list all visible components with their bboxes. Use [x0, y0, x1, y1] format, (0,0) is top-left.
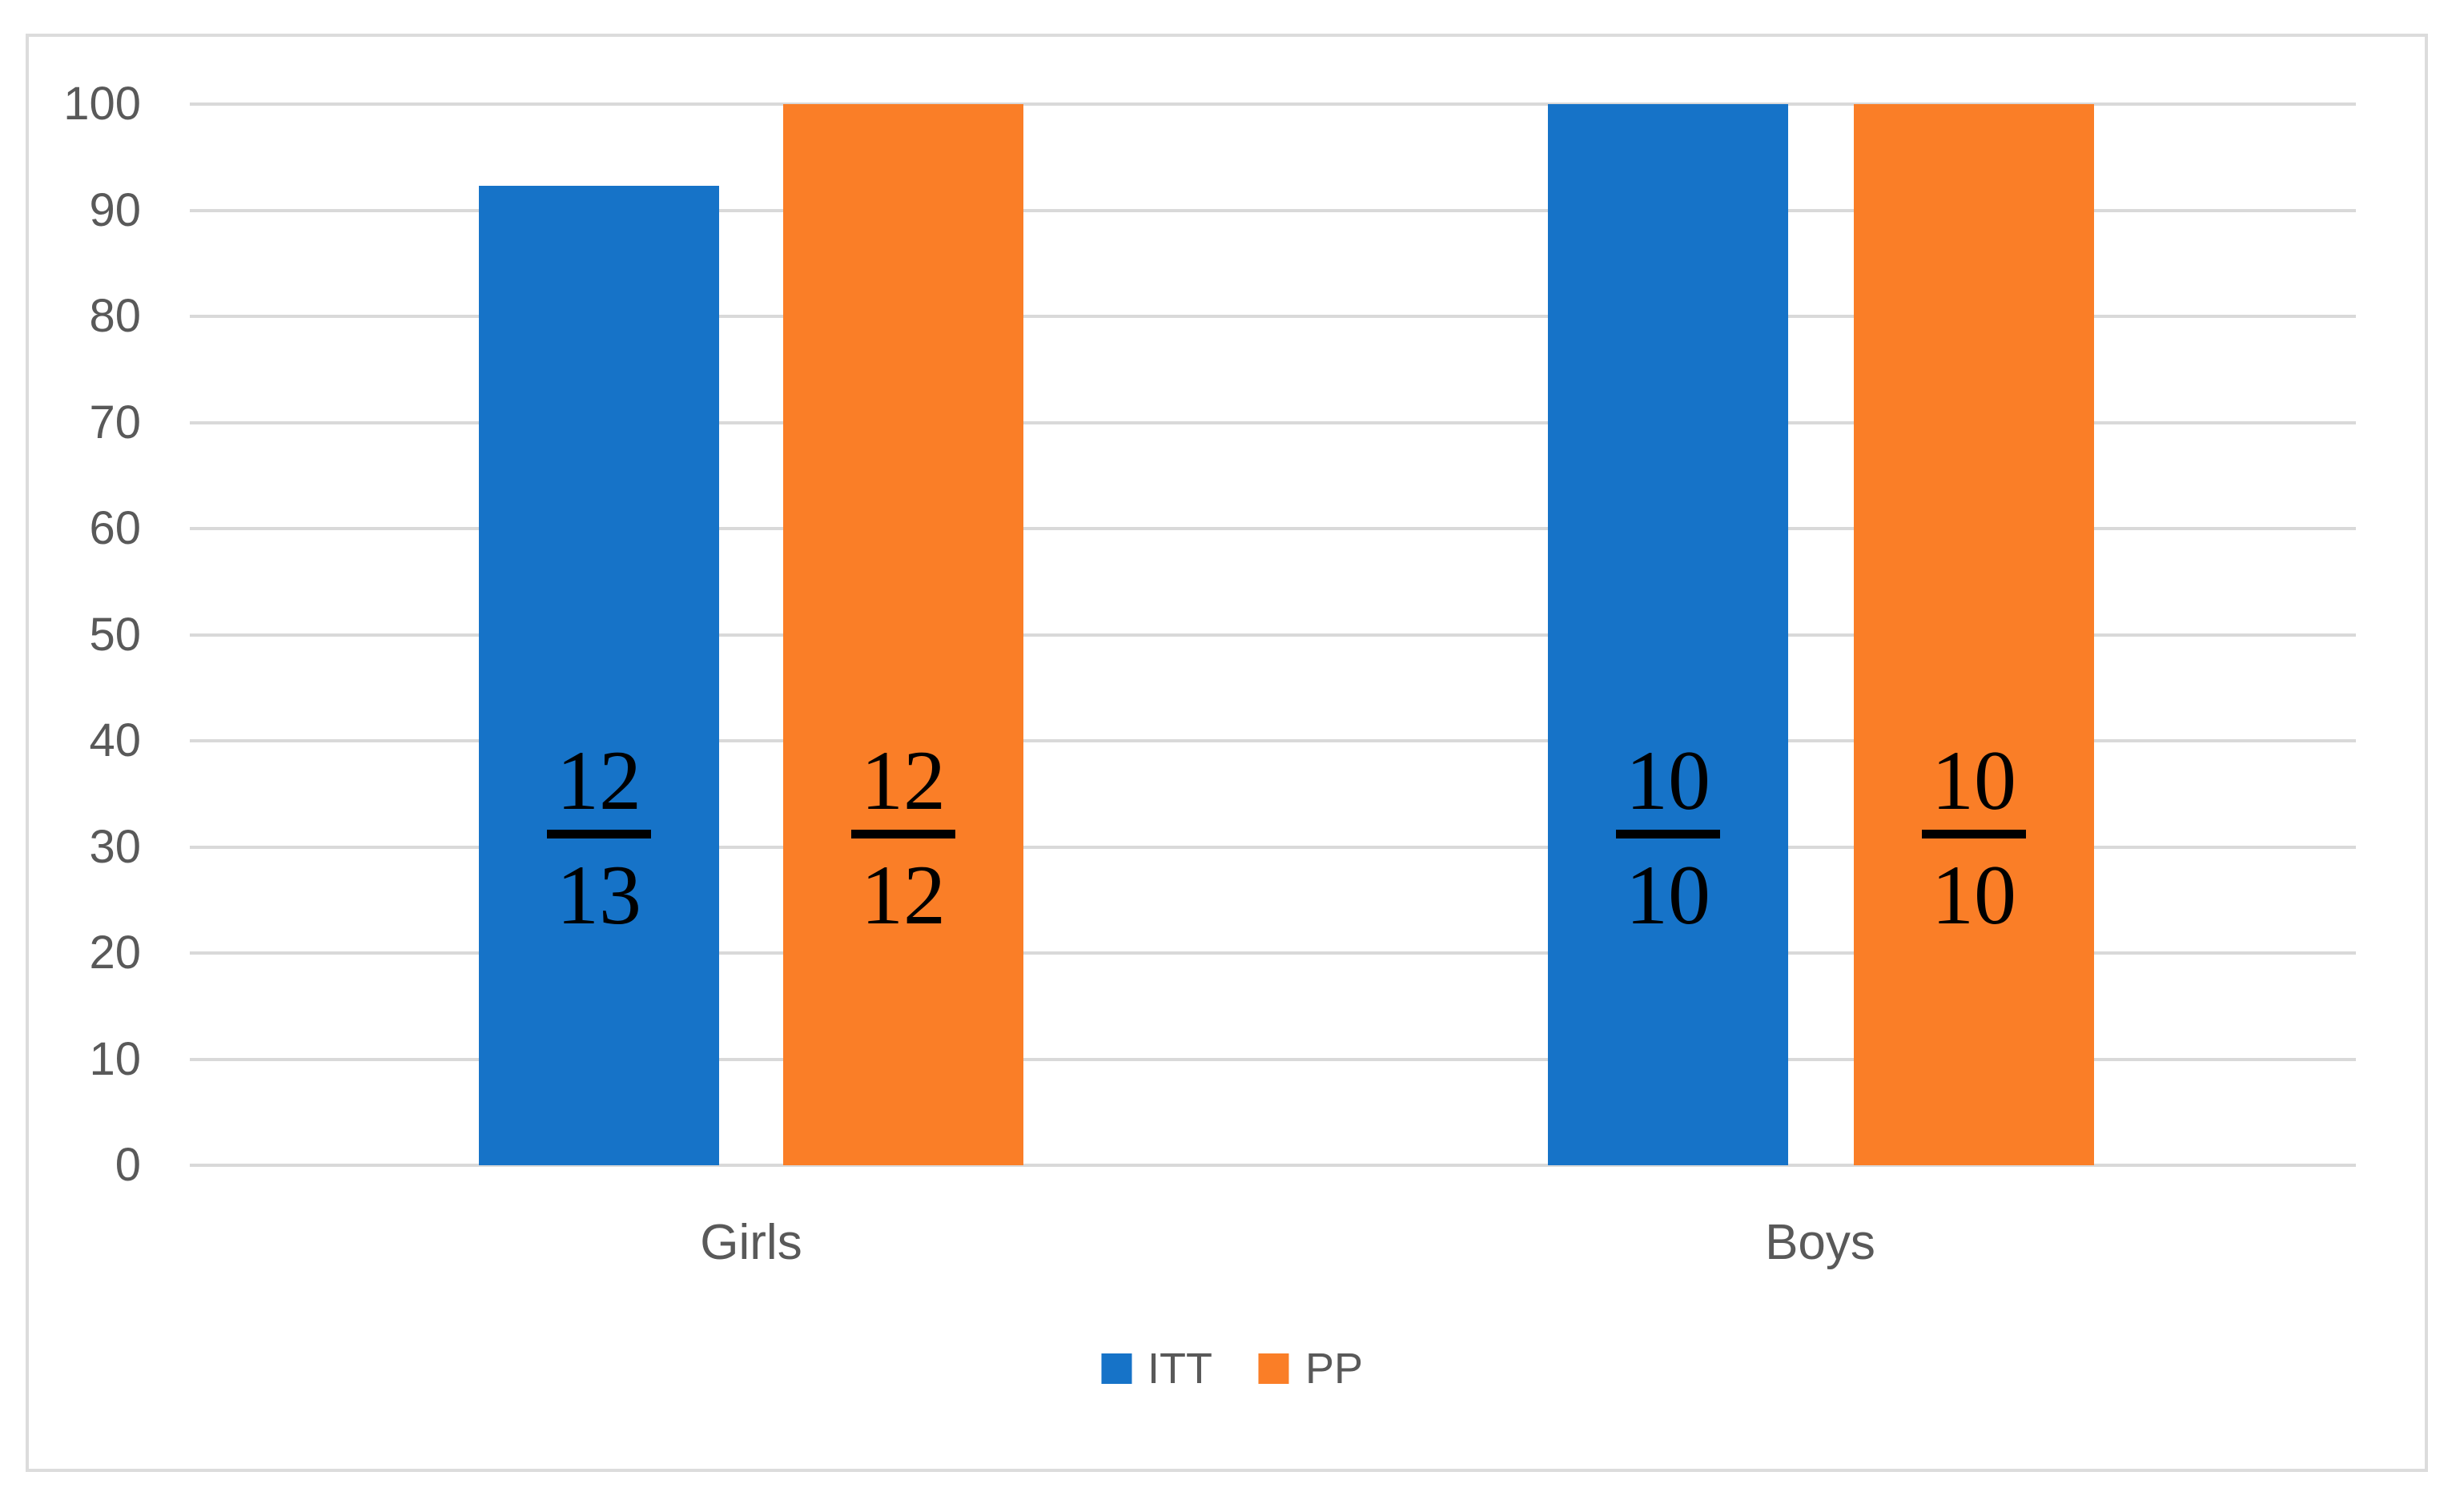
- gridline: [190, 951, 2356, 955]
- legend-swatch-pp: [1258, 1353, 1289, 1384]
- y-axis-tick-label: 50: [89, 608, 141, 661]
- legend-label: ITT: [1147, 1345, 1212, 1393]
- bar-label-fraction: 10 10: [1616, 738, 1720, 938]
- legend-item-itt: ITT: [1100, 1344, 1212, 1393]
- gridline: [190, 420, 2356, 424]
- y-axis-tick-label: 20: [89, 927, 141, 979]
- y-axis-tick-label: 60: [89, 502, 141, 554]
- y-axis-tick-label: 100: [63, 78, 141, 130]
- gridline: [190, 1057, 2356, 1061]
- fraction-numerator: 12: [851, 738, 955, 838]
- gridline: [190, 527, 2356, 530]
- fraction-numerator: 10: [1616, 738, 1720, 838]
- y-axis-tick-label: 40: [89, 714, 141, 766]
- y-axis-tick-label: 10: [89, 1032, 141, 1085]
- y-axis-tick-label: 90: [89, 183, 141, 236]
- fraction-denominator: 12: [861, 848, 946, 942]
- fraction-denominator: 10: [1931, 848, 2016, 942]
- fraction-denominator: 13: [557, 848, 641, 942]
- legend-swatch-itt: [1100, 1353, 1132, 1384]
- fraction-denominator: 10: [1626, 848, 1710, 942]
- x-axis-baseline: [190, 1164, 2356, 1167]
- legend-item-pp: PP: [1258, 1344, 1364, 1393]
- bar-label-fraction: 12 13: [547, 738, 651, 938]
- fraction-numerator: 10: [1922, 738, 2026, 838]
- y-axis-tick-label: 70: [89, 396, 141, 448]
- gridline: [190, 845, 2356, 849]
- gridline: [190, 315, 2356, 318]
- y-axis-tick-label: 30: [89, 820, 141, 873]
- legend-label: PP: [1304, 1345, 1364, 1393]
- bar-pp-girls: [783, 104, 1023, 1165]
- y-axis-tick-label: 80: [89, 290, 141, 342]
- bar-label-fraction: 12 12: [851, 738, 955, 938]
- bar-pp-boys: [1854, 104, 2094, 1165]
- y-axis-tick-label: 0: [115, 1139, 141, 1191]
- bar-label-fraction: 10 10: [1922, 738, 2026, 938]
- bar-itt-girls: [479, 186, 719, 1165]
- gridline: [190, 633, 2356, 637]
- gridline: [190, 739, 2356, 742]
- bar-itt-boys: [1548, 104, 1788, 1165]
- gridline: [190, 208, 2356, 212]
- x-axis-category-label-boys: Boys: [1765, 1215, 1875, 1270]
- chart-legend: ITT PP: [1100, 1344, 1364, 1393]
- gridline: [190, 103, 2356, 106]
- x-axis-category-label-girls: Girls: [700, 1215, 802, 1270]
- fraction-numerator: 12: [547, 738, 651, 838]
